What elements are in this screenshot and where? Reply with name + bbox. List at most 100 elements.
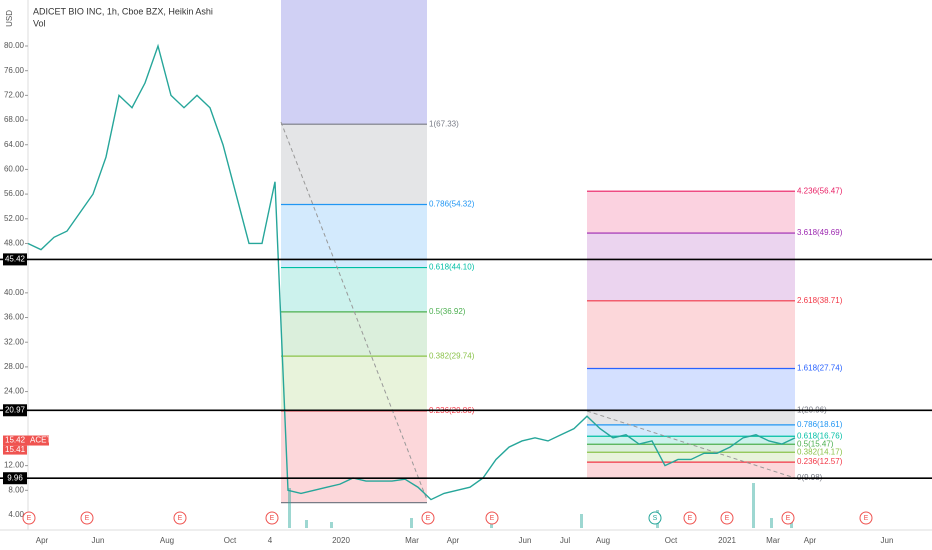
y-tick-label: 12.00 bbox=[4, 461, 25, 470]
fib-band bbox=[587, 444, 795, 453]
x-tick-label: Jun bbox=[92, 536, 105, 545]
event-marker bbox=[781, 511, 795, 525]
event-marker bbox=[485, 511, 499, 525]
fib-band bbox=[281, 204, 427, 268]
event-label: E bbox=[85, 515, 90, 522]
fib-label: 2.618(38.71) bbox=[797, 296, 843, 305]
x-tick-label: Oct bbox=[665, 536, 678, 545]
fib-label: 0.5(15.47) bbox=[797, 439, 834, 448]
fib-label: 0.236(12.57) bbox=[797, 457, 843, 466]
fib-label: 0.5(36.92) bbox=[429, 307, 466, 316]
event-label: E bbox=[426, 515, 431, 522]
y-tick-label: 8.00 bbox=[8, 485, 24, 494]
event-label: S bbox=[653, 515, 658, 522]
event-label: E bbox=[688, 515, 693, 522]
x-tick-label: Jun bbox=[881, 536, 894, 545]
fib-label: 0.786(18.61) bbox=[797, 420, 843, 429]
event-marker bbox=[648, 511, 662, 525]
price-tag-label: 20.97 bbox=[5, 405, 26, 414]
event-marker bbox=[720, 511, 734, 525]
trend-line bbox=[586, 410, 796, 479]
y-tick-label: 64.00 bbox=[4, 140, 25, 149]
event-label: E bbox=[490, 515, 495, 522]
x-tick-label: Oct bbox=[224, 536, 237, 545]
x-tick-label: Jul bbox=[560, 536, 570, 545]
volume-bar bbox=[410, 518, 413, 528]
y-tick-label: 80.00 bbox=[4, 41, 25, 50]
fib-band bbox=[587, 191, 795, 234]
y-tick-label: 56.00 bbox=[4, 189, 25, 198]
event-marker bbox=[265, 511, 279, 525]
fib-band bbox=[281, 0, 427, 125]
fib-label: 0.382(14.17) bbox=[797, 447, 843, 456]
price-tag bbox=[3, 404, 27, 417]
price-tag-label: 45.42 bbox=[5, 255, 26, 264]
y-tick-label: 28.00 bbox=[4, 362, 25, 371]
y-tick-label: 36.00 bbox=[4, 313, 25, 322]
volume-bar bbox=[580, 514, 583, 528]
volume-bar bbox=[288, 488, 291, 528]
fib-label: 1.618(27.74) bbox=[797, 364, 843, 373]
x-tick-label: Apr bbox=[447, 536, 460, 545]
fib-band bbox=[587, 300, 795, 369]
prev-close-label: 15.41 bbox=[5, 445, 26, 454]
x-tick-label: Jun bbox=[519, 536, 532, 545]
fib-band bbox=[281, 356, 427, 411]
x-tick-label: Mar bbox=[405, 536, 419, 545]
event-marker bbox=[80, 511, 94, 525]
fib-band bbox=[281, 311, 427, 357]
event-label: E bbox=[786, 515, 791, 522]
x-tick-label: Apr bbox=[36, 536, 49, 545]
event-marker bbox=[22, 511, 36, 525]
prev-close-tag bbox=[3, 445, 27, 455]
volume-bar bbox=[330, 522, 333, 528]
event-marker bbox=[173, 511, 187, 525]
y-tick-label: 76.00 bbox=[4, 66, 25, 75]
x-tick-label: Apr bbox=[804, 536, 817, 545]
header-title: ADICET BIO INC, 1h, Cboe BZX, Heikin Ash… bbox=[33, 6, 213, 16]
currency: USD bbox=[5, 10, 14, 27]
price-tag bbox=[3, 472, 27, 485]
volume-bar bbox=[305, 520, 308, 528]
fib-band bbox=[587, 436, 795, 445]
volume-bar bbox=[770, 518, 773, 528]
price-tag-label: 9.96 bbox=[7, 473, 23, 482]
price-tag bbox=[3, 253, 27, 266]
event-label: E bbox=[178, 515, 183, 522]
fib-label: 4.236(56.47) bbox=[797, 186, 843, 195]
fib-label: 1(67.33) bbox=[429, 119, 459, 128]
x-tick-label: 2021 bbox=[718, 536, 736, 545]
fib-label: 3.618(49.69) bbox=[797, 228, 843, 237]
x-tick-label: Aug bbox=[160, 536, 174, 545]
fib-band bbox=[587, 410, 795, 425]
fib-label: 0.382(29.74) bbox=[429, 351, 475, 360]
fib-band bbox=[281, 124, 427, 205]
event-marker bbox=[859, 511, 873, 525]
y-tick-label: 4.00 bbox=[8, 510, 24, 519]
fib-label: 0.618(44.10) bbox=[429, 263, 475, 272]
event-label: E bbox=[27, 515, 32, 522]
volume-bar bbox=[790, 520, 793, 528]
event-label: E bbox=[864, 515, 869, 522]
x-tick-label: 2020 bbox=[332, 536, 350, 545]
x-tick-label: Mar bbox=[766, 536, 780, 545]
y-tick-label: 24.00 bbox=[4, 387, 25, 396]
event-label: E bbox=[725, 515, 730, 522]
event-marker bbox=[421, 511, 435, 525]
price-line bbox=[27, 43, 796, 501]
last-price-tag bbox=[3, 435, 49, 446]
y-tick-label: 52.00 bbox=[4, 214, 25, 223]
x-tick-label: 4 bbox=[268, 536, 273, 545]
fib-band bbox=[587, 424, 795, 437]
y-tick-label: 68.00 bbox=[4, 115, 25, 124]
y-tick-label: 72.00 bbox=[4, 90, 25, 99]
fib-label: 0.618(16.76) bbox=[797, 431, 843, 440]
volume-bar bbox=[752, 483, 755, 528]
fib-band bbox=[587, 368, 795, 411]
y-tick-label: 40.00 bbox=[4, 288, 25, 297]
fib-band bbox=[587, 462, 795, 479]
fib-band bbox=[587, 452, 795, 463]
y-tick-label: 48.00 bbox=[4, 239, 25, 248]
